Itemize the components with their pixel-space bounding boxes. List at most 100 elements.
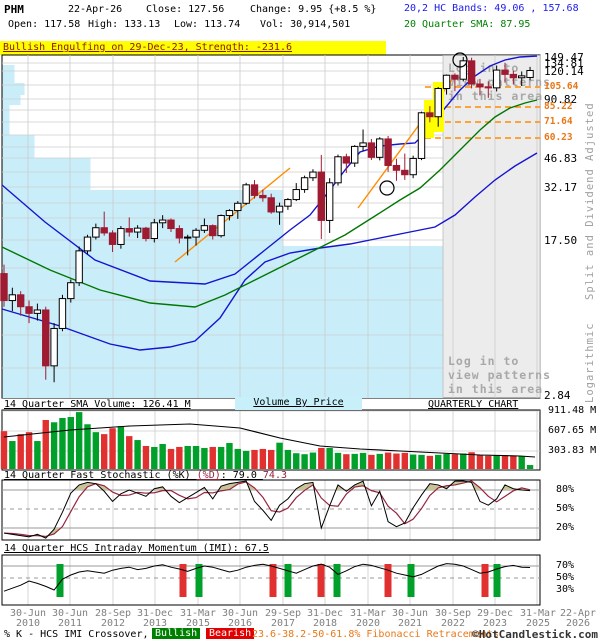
price-tick-label: 149.47 <box>544 51 584 64</box>
volume-bar <box>268 449 275 469</box>
volume-bar <box>468 452 475 469</box>
volume-bar <box>384 452 392 469</box>
site-credit-link[interactable]: ©HotCandlestick.com <box>472 628 598 641</box>
candle-body <box>300 177 309 191</box>
sma-line <box>1 99 538 308</box>
volume-by-price-bar <box>2 246 444 398</box>
candle-body <box>409 157 417 176</box>
volume-by-price-bar <box>2 158 91 190</box>
imi-tick-label: 50% <box>556 572 575 583</box>
quote-low: Low: 113.74 <box>174 19 241 30</box>
year-tick-label: 2020 <box>355 618 381 629</box>
candle-body <box>384 138 392 166</box>
date-tick-label: 30-Sep <box>434 608 472 619</box>
volume-bar <box>510 455 517 469</box>
upper-hc-band-line <box>1 55 538 285</box>
candle-body <box>92 227 100 238</box>
candle-body <box>267 197 275 213</box>
candle-body <box>58 298 67 329</box>
volume-bar <box>34 441 41 469</box>
volume-bar <box>184 445 191 469</box>
volume-bar <box>334 452 342 469</box>
candle-body <box>75 250 83 284</box>
pattern-highlight <box>424 100 434 138</box>
volume-bar <box>25 432 33 469</box>
imi-crossover-bar <box>56 564 64 597</box>
candle-body <box>467 60 476 85</box>
candle-body <box>133 227 142 233</box>
bullish-legend-badge: Bullish <box>152 628 201 639</box>
candle-body <box>401 169 409 176</box>
stochastic-plot-frame <box>1 479 541 541</box>
volume-bar <box>101 434 108 469</box>
volume-bar <box>460 453 467 469</box>
stoch-title-k: 14 Quarter Fast Stochastic (%K) <box>4 470 197 481</box>
candle-body <box>209 225 217 237</box>
volume-by-price-bar <box>2 135 35 158</box>
pattern-banner-text: Bullish Engulfing on 29-Dec-23, Strength… <box>3 42 292 53</box>
hc-bands-value: 20,2 HC Bands: 49.06 , 157.68 <box>404 3 579 14</box>
stochastic-tick-label: 50% <box>556 503 575 514</box>
date-tick-label: 31-Dec <box>136 608 174 619</box>
ticker-symbol: PHM <box>4 3 24 16</box>
volume-bar <box>67 417 74 469</box>
pattern-circle-marker <box>379 180 395 196</box>
imi-tick-label: 70% <box>556 560 575 571</box>
imi-crossover-bar <box>269 564 277 597</box>
candle-body <box>125 228 133 233</box>
volume-bar <box>126 436 133 469</box>
volume-bar <box>134 440 141 469</box>
imi-tick-label: 30% <box>556 584 575 595</box>
year-tick-label: 2013 <box>142 618 168 629</box>
candle-body <box>200 225 209 231</box>
hidden-patterns-area <box>442 55 541 398</box>
volume-bar <box>401 452 408 469</box>
quote-date: 22-Apr-26 <box>68 4 123 15</box>
year-tick-label: 2026 <box>565 618 591 629</box>
candle-body <box>150 222 159 240</box>
candle-body <box>0 273 8 302</box>
imi-crossover-bar <box>317 564 325 597</box>
login-watermark-line: in this area <box>448 382 543 396</box>
volume-bar <box>301 454 308 469</box>
stochastic-tick-label: 20% <box>556 522 575 533</box>
bearish-legend-badge: Bearish <box>206 628 255 639</box>
candle-body <box>33 309 42 314</box>
imi-crossover-bar <box>284 564 292 597</box>
candle-body <box>434 88 442 118</box>
candle-body <box>8 294 17 302</box>
volume-by-price-label: Volume By Price <box>235 397 362 410</box>
date-tick-label: 31-Mar <box>349 608 387 619</box>
candle-body <box>192 229 200 238</box>
volume-by-price-text: Volume By Price <box>253 397 344 408</box>
split-dividend-caption: Split and Dividend Adjusted <box>584 102 596 300</box>
candle-body <box>492 69 501 89</box>
volume-panel-title: 14 Quarter SMA Volume: 126.41 M <box>4 399 191 410</box>
date-tick-label: 30-Jun <box>221 608 259 619</box>
candle-body <box>117 228 125 245</box>
candle-body <box>67 282 75 300</box>
year-tick-label: 2023 <box>482 618 508 629</box>
imi-crossover-bar <box>481 564 489 597</box>
price-tick-label: 17.50 <box>544 234 578 247</box>
fibonacci-level-label: 60.23 <box>544 132 573 143</box>
volume-bar <box>326 447 333 469</box>
year-tick-label: 2021 <box>397 618 423 629</box>
year-tick-label: 2012 <box>100 618 126 629</box>
candle-body <box>83 236 92 252</box>
login-watermark-line: view patterns <box>448 368 551 382</box>
candle-body <box>142 227 150 240</box>
volume-bar <box>284 449 292 469</box>
candle-body <box>442 74 451 90</box>
volume-tick-label: 911.48 M <box>548 405 597 416</box>
volume-by-price-bar <box>2 65 15 83</box>
year-tick-label: 2015 <box>185 618 211 629</box>
date-tick-label: 22-Apr <box>559 608 597 619</box>
volume-bar <box>201 447 208 469</box>
volume-bar <box>109 428 116 469</box>
candle-body <box>342 156 351 164</box>
year-tick-label: 2010 <box>15 618 41 629</box>
volume-bar <box>485 455 492 469</box>
candle-body <box>217 215 225 237</box>
